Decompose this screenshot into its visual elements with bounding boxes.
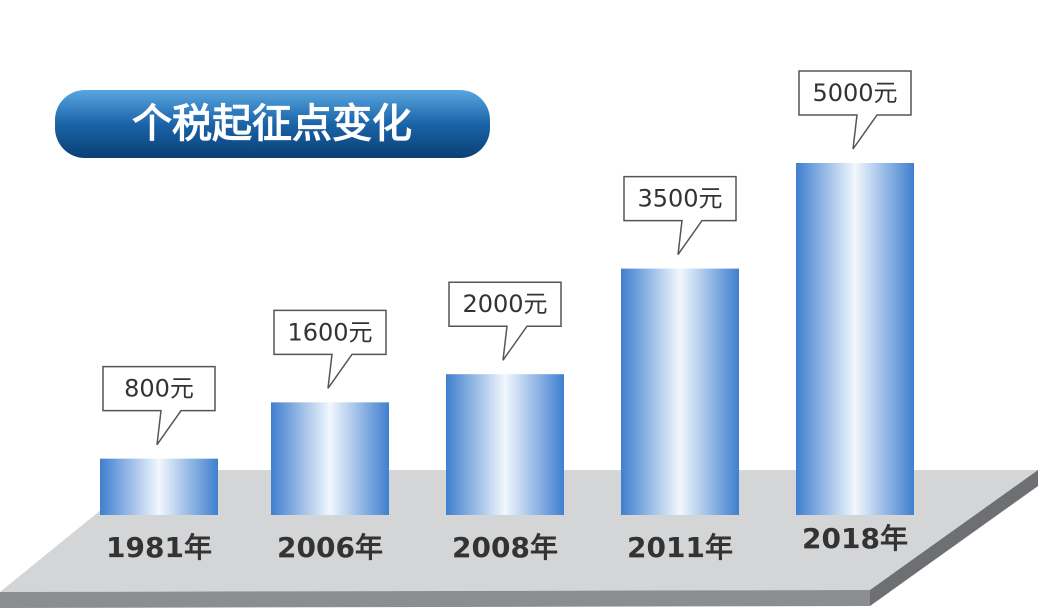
bar [446,374,564,515]
bar [271,402,389,515]
value-label: 800元 [124,375,194,403]
value-label: 5000元 [812,79,897,107]
chart-title: 个税起征点变化 [132,101,412,147]
value-label: 3500元 [637,185,722,213]
value-label: 2000元 [462,290,547,318]
x-tick-label: 2018年 [802,522,908,555]
platform-front [0,590,870,608]
x-tick-label: 2008年 [452,531,558,564]
x-tick-label: 1981年 [106,531,212,564]
callout [623,175,737,256]
plot: 1981年 800元 2006年 1600元 2008年 2000元 2011年 3500元 2… [100,70,914,564]
value-label: 1600元 [287,318,372,346]
title-pill [55,90,490,158]
platform-side [870,470,1038,606]
x-tick-label: 2006年 [277,531,383,564]
callout [273,309,387,389]
platform-top [0,470,1038,592]
bar [100,458,218,515]
callout [448,281,562,361]
x-tick-label: 2011年 [627,531,733,564]
bar [621,268,739,515]
callout [102,365,216,446]
callout [798,70,912,150]
bar [796,163,914,515]
